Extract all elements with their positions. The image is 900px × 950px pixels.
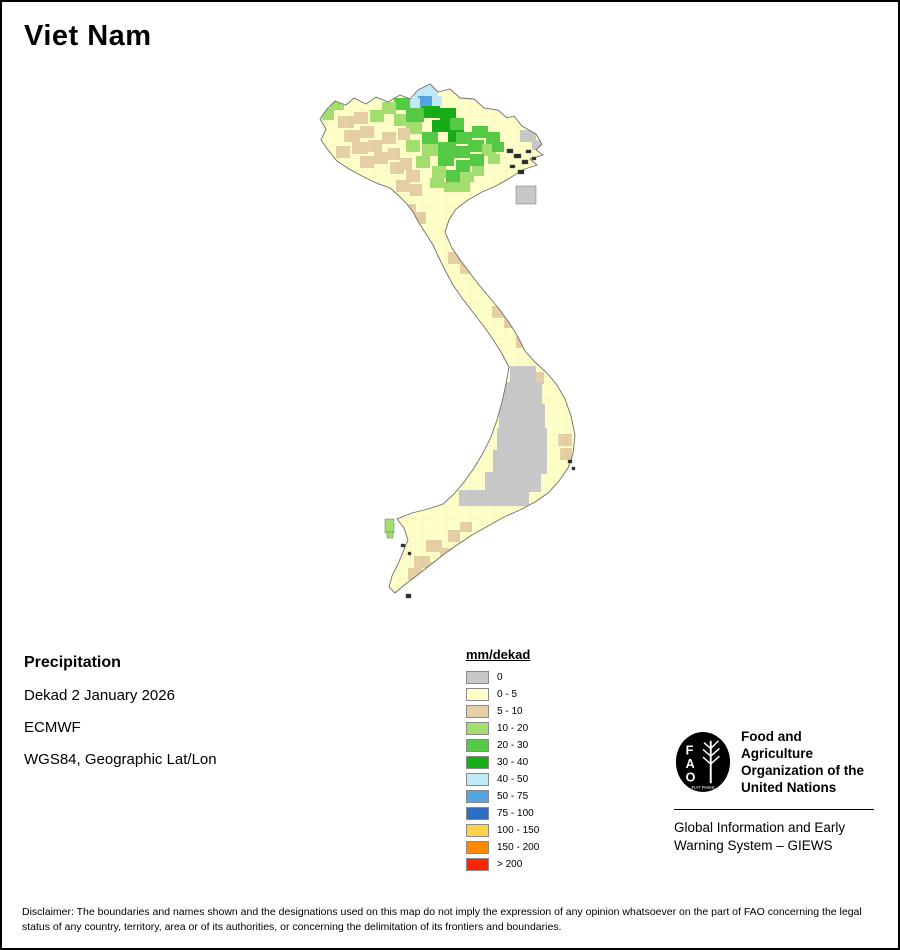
legend-swatch (466, 790, 489, 803)
legend-label: 40 - 50 (497, 774, 529, 785)
fao-letter-f: F (686, 743, 694, 757)
legend-swatch (466, 824, 489, 837)
fao-letter-a: A (686, 757, 695, 771)
fao-motto: FIAT PANIS (692, 785, 715, 790)
projection-label: WGS84, Geographic Lat/Lon (24, 751, 217, 768)
legend-swatch (466, 858, 489, 871)
legend-swatch (466, 756, 489, 769)
fao-logo-icon: F A O FIAT PANIS (675, 732, 731, 792)
precipitation-heading: Precipitation (24, 654, 121, 671)
legend-item: 0 (466, 669, 539, 686)
legend-label: 75 - 100 (497, 808, 534, 819)
cell-grid-overlay (320, 84, 575, 593)
legend-label: 150 - 200 (497, 842, 540, 853)
legend-item: 75 - 100 (466, 805, 539, 822)
footer-separator (674, 809, 874, 810)
dekad-label: Dekad 2 January 2026 (24, 687, 175, 704)
page-title: Viet Nam (24, 20, 152, 52)
giews-line: Global Information and Early (674, 820, 846, 835)
fao-name-line: United Nations (741, 780, 837, 795)
source-label: ECMWF (24, 719, 81, 736)
legend-label: 10 - 20 (497, 723, 529, 734)
legend-item: 150 - 200 (466, 839, 539, 856)
legend-swatch (466, 841, 489, 854)
islands (384, 148, 576, 599)
legend-item: 40 - 50 (466, 771, 539, 788)
disclaimer-text: Disclaimer: The boundaries and names sho… (22, 906, 862, 933)
legend-swatch (466, 807, 489, 820)
fao-letter-o: O (686, 770, 696, 784)
fao-organization-name: Food and Agriculture Organization of the… (741, 728, 874, 796)
legend-item: 100 - 150 (466, 822, 539, 839)
legend-label: 0 (497, 672, 503, 683)
legend-label: 50 - 75 (497, 791, 529, 802)
map-info-block: Precipitation Dekad 2 January 2026 ECMWF… (24, 654, 217, 783)
legend-item: 0 - 5 (466, 686, 539, 703)
legend-item: > 200 (466, 856, 539, 873)
legend-item: 5 - 10 (466, 703, 539, 720)
legend-label: 30 - 40 (497, 757, 529, 768)
legend-item: 10 - 20 (466, 720, 539, 737)
legend-item: 50 - 75 (466, 788, 539, 805)
legend-swatch (466, 688, 489, 701)
giews-label: Global Information and Early Warning Sys… (674, 819, 874, 855)
legend-title: mm/dekad (466, 647, 531, 662)
legend-item: 30 - 40 (466, 754, 539, 771)
legend-swatch (466, 739, 489, 752)
legend-item: 20 - 30 (466, 737, 539, 754)
legend-label: > 200 (497, 859, 523, 870)
legend-label: 100 - 150 (497, 825, 540, 836)
giews-line: Warning System – GIEWS (674, 838, 833, 853)
legend-swatch (466, 773, 489, 786)
fao-footer-block: F A O FIAT PANIS Food and Agriculture Or… (674, 728, 874, 855)
legend-swatch (466, 722, 489, 735)
legend-label: 0 - 5 (497, 689, 518, 700)
legend-swatch (466, 705, 489, 718)
vietnam-outline-border (319, 83, 576, 594)
legend-swatch (466, 671, 489, 684)
legend: mm/dekad 0 0 - 5 5 - 10 10 - 20 20 - 30 … (466, 647, 539, 873)
fao-name-line: Food and Agriculture (741, 729, 814, 761)
legend-label: 20 - 30 (497, 740, 529, 751)
legend-label: 5 - 10 (497, 706, 523, 717)
fao-name-line: Organization of the (741, 763, 864, 778)
